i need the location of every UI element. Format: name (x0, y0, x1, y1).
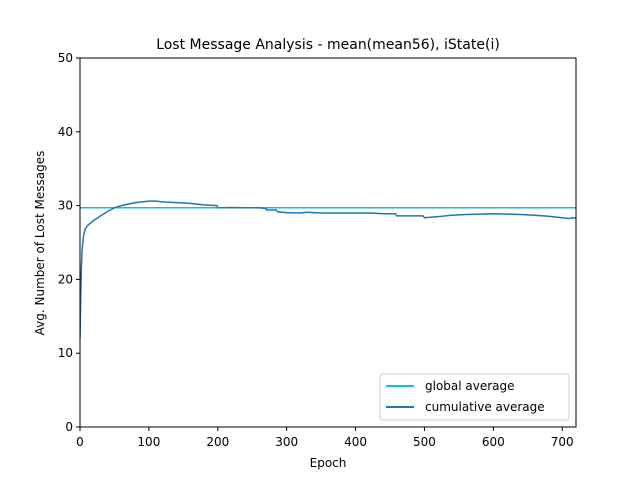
x-tick-label: 400 (344, 435, 367, 449)
x-axis: 0 100 200 300 400 500 600 700 (76, 427, 574, 449)
y-tick-label: 10 (58, 346, 73, 360)
plot-area (79, 57, 577, 428)
x-tick-label: 100 (137, 435, 160, 449)
y-axis: 0 10 20 30 40 50 (58, 51, 80, 434)
y-tick-label: 20 (58, 272, 73, 286)
x-tick-label: 300 (275, 435, 298, 449)
x-tick-label: 600 (482, 435, 505, 449)
series-line-cumulative-average (80, 200, 576, 339)
y-tick-label: 30 (58, 199, 73, 213)
x-tick-label: 0 (76, 435, 84, 449)
x-tick-label: 500 (413, 435, 436, 449)
y-tick-label: 40 (58, 125, 73, 139)
chart-title: Lost Message Analysis - mean(mean56), iS… (156, 37, 500, 53)
x-tick-label: 700 (551, 435, 574, 449)
y-tick-label: 0 (65, 420, 73, 434)
axes-frame (79, 57, 577, 428)
y-tick-label: 50 (58, 51, 73, 65)
legend-label-cumulative-average: cumulative average (425, 400, 545, 414)
x-tick-label: 200 (206, 435, 229, 449)
x-axis-label: Epoch (310, 456, 347, 470)
y-axis-label: Avg. Number of Lost Messages (33, 151, 47, 336)
legend-box (379, 373, 570, 421)
legend-label-global-average: global average (425, 379, 515, 393)
legend: global average cumulative average (379, 373, 570, 421)
